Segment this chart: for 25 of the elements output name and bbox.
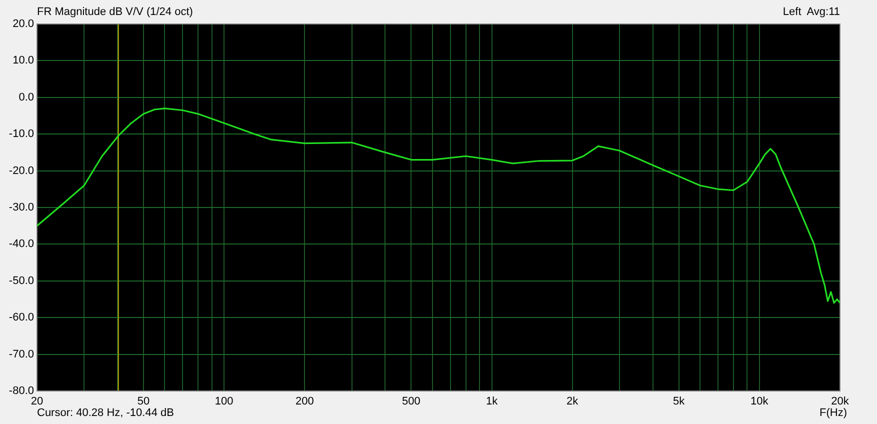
y-tick-label: -20.0 [8, 164, 34, 177]
x-tick-label: 20 [30, 396, 44, 408]
chart-title: FR Magnitude dB V/V (1/24 oct) [37, 6, 193, 18]
y-tick-label: -60.0 [8, 312, 34, 324]
x-tick-label: 5k [673, 396, 686, 408]
y-tick-label: 0.0 [18, 91, 34, 104]
y-tick-label: -10.0 [8, 128, 34, 140]
y-tick-label: 10.0 [12, 54, 34, 67]
x-tick-label: 10k [750, 396, 769, 408]
x-tick-label: 1k [486, 396, 498, 408]
y-tick-label: -50.0 [8, 274, 34, 287]
y-tick-label: -40.0 [8, 238, 34, 250]
text: Left Avg:11 [782, 6, 840, 18]
x-tick-label: 500 [402, 396, 420, 408]
x-tick-label: 2k [566, 396, 579, 408]
x-tick-label: 100 [214, 396, 234, 408]
text: Cursor: 40.28 Hz, -10.44 dB [37, 407, 174, 419]
x-tick-label: 50 [137, 396, 150, 408]
y-tick-label: -30.0 [8, 202, 34, 214]
y-tick-label: 20.0 [12, 18, 34, 30]
x-axis-title: F(Hz) [820, 407, 847, 419]
x-tick-label: 200 [295, 396, 314, 408]
x-tick-label: 20k [831, 396, 850, 408]
y-tick-label: -80.0 [8, 385, 34, 398]
y-tick-label: -70.0 [8, 348, 34, 360]
